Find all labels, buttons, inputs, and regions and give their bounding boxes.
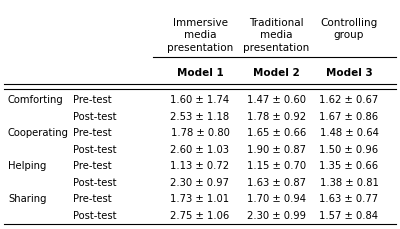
Text: 1.38 ± 0.81: 1.38 ± 0.81: [320, 177, 378, 187]
Text: Comforting: Comforting: [8, 95, 64, 105]
Text: Post-test: Post-test: [73, 210, 116, 220]
Text: Helping: Helping: [8, 161, 46, 170]
Text: Model 3: Model 3: [326, 68, 372, 78]
Text: 1.90 ± 0.87: 1.90 ± 0.87: [247, 144, 306, 154]
Text: 2.53 ± 1.18: 2.53 ± 1.18: [170, 111, 230, 121]
Text: Post-test: Post-test: [73, 111, 116, 121]
Text: 1.63 ± 0.87: 1.63 ± 0.87: [247, 177, 306, 187]
Text: 1.13 ± 0.72: 1.13 ± 0.72: [170, 161, 230, 170]
Text: 1.35 ± 0.66: 1.35 ± 0.66: [319, 161, 378, 170]
Text: Model 1: Model 1: [177, 68, 223, 78]
Text: 1.65 ± 0.66: 1.65 ± 0.66: [247, 128, 306, 138]
Text: Cooperating: Cooperating: [8, 128, 69, 138]
Text: 2.60 ± 1.03: 2.60 ± 1.03: [170, 144, 230, 154]
Text: 1.48 ± 0.64: 1.48 ± 0.64: [320, 128, 378, 138]
Text: Traditional
media
presentation: Traditional media presentation: [243, 18, 310, 53]
Text: Pre-test: Pre-test: [73, 95, 111, 105]
Text: 1.60 ± 1.74: 1.60 ± 1.74: [170, 95, 230, 105]
Text: Controlling
group: Controlling group: [320, 18, 378, 40]
Text: 2.30 ± 0.99: 2.30 ± 0.99: [247, 210, 306, 220]
Text: 2.30 ± 0.97: 2.30 ± 0.97: [170, 177, 230, 187]
Text: 1.62 ± 0.67: 1.62 ± 0.67: [319, 95, 378, 105]
Text: Sharing: Sharing: [8, 193, 46, 203]
Text: Pre-test: Pre-test: [73, 193, 111, 203]
Text: 1.67 ± 0.86: 1.67 ± 0.86: [319, 111, 378, 121]
Text: Pre-test: Pre-test: [73, 161, 111, 170]
Text: 1.78 ± 0.80: 1.78 ± 0.80: [170, 128, 230, 138]
Text: 1.47 ± 0.60: 1.47 ± 0.60: [247, 95, 306, 105]
Text: 1.15 ± 0.70: 1.15 ± 0.70: [247, 161, 306, 170]
Text: 1.78 ± 0.92: 1.78 ± 0.92: [247, 111, 306, 121]
Text: 1.63 ± 0.77: 1.63 ± 0.77: [319, 193, 378, 203]
Text: Pre-test: Pre-test: [73, 128, 111, 138]
Text: Post-test: Post-test: [73, 144, 116, 154]
Text: 1.73 ± 1.01: 1.73 ± 1.01: [170, 193, 230, 203]
Text: Model 2: Model 2: [253, 68, 300, 78]
Text: 1.70 ± 0.94: 1.70 ± 0.94: [247, 193, 306, 203]
Text: Immersive
media
presentation: Immersive media presentation: [167, 18, 233, 53]
Text: 1.57 ± 0.84: 1.57 ± 0.84: [320, 210, 378, 220]
Text: Post-test: Post-test: [73, 177, 116, 187]
Text: 2.75 ± 1.06: 2.75 ± 1.06: [170, 210, 230, 220]
Text: 1.50 ± 0.96: 1.50 ± 0.96: [319, 144, 378, 154]
